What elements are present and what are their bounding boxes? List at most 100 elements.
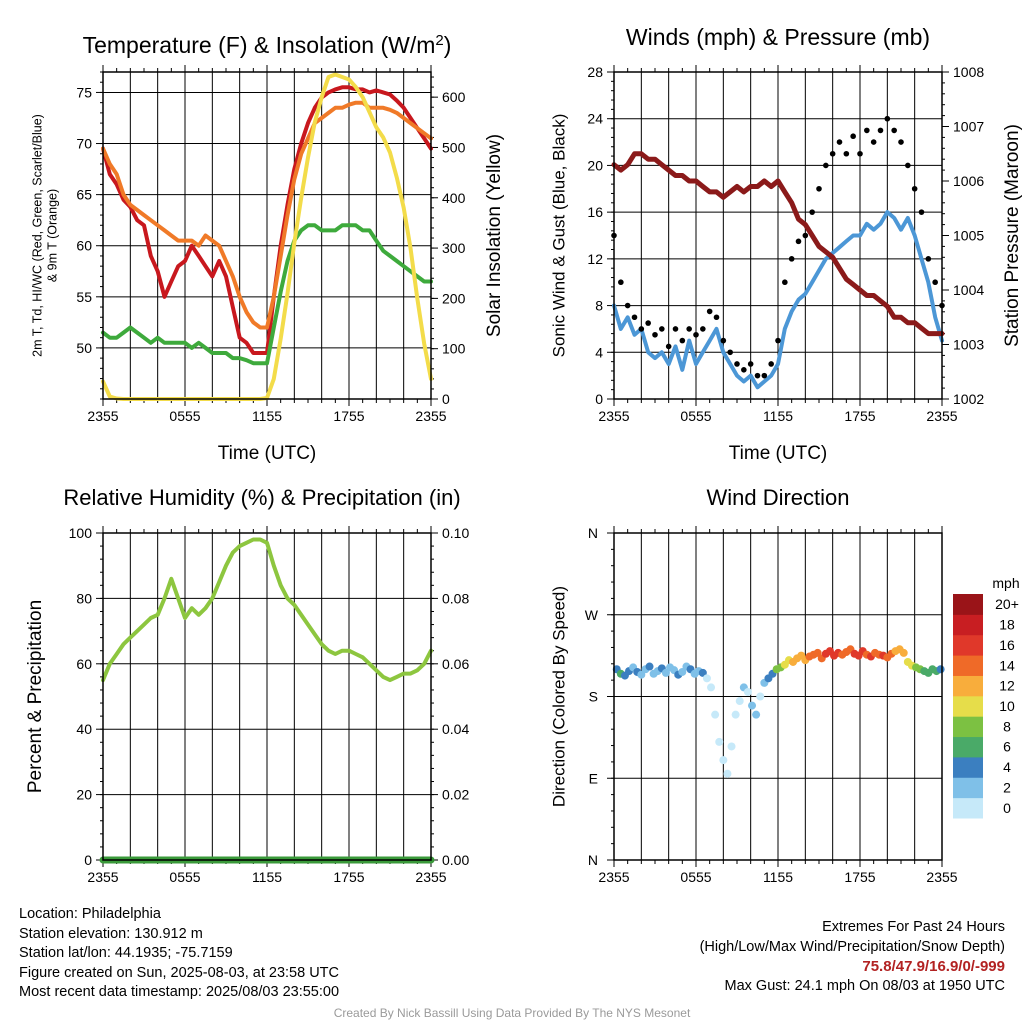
humidity-x-tick-label: 1755	[333, 869, 364, 885]
gust-point	[809, 209, 815, 215]
direction-x-tick-label: 1155	[763, 869, 793, 885]
colorbar-label: 16	[999, 637, 1015, 653]
colorbar-swatch	[953, 634, 983, 656]
gust-point	[823, 162, 829, 169]
temperature-y-tick-label: 50	[76, 340, 92, 356]
gust-point	[802, 232, 809, 239]
gust-point	[932, 279, 938, 286]
humidity-plot-frame	[102, 532, 432, 861]
extremes-values: 75.8/47.9/16.9/0/-999	[862, 958, 1005, 975]
colorbar-swatch	[953, 777, 983, 799]
direction-point	[727, 742, 736, 751]
direction-point	[813, 648, 822, 657]
humidity-y2-tick-label: 0.06	[442, 656, 469, 672]
gust-point	[734, 361, 740, 367]
gust-point	[870, 139, 877, 145]
direction-point	[715, 737, 724, 746]
colorbar-swatch	[953, 594, 983, 615]
gust-point	[864, 127, 870, 134]
gust-point	[624, 302, 631, 309]
gust-point	[898, 139, 904, 145]
winds-y-tick-label: 24	[587, 111, 603, 127]
temperature-ylabel-left-line1: 2m T, Td, HI/WC (Red, Green, Scarlet/Blu…	[30, 114, 44, 357]
colorbar-label: 8	[1003, 718, 1011, 734]
temperature-x-tick-label: 2355	[87, 408, 118, 424]
colorbar-swatch	[953, 716, 983, 738]
direction-point	[936, 665, 945, 674]
gust-point	[618, 279, 624, 286]
gust-point	[713, 314, 720, 321]
gust-point	[795, 238, 802, 245]
gust-point	[747, 361, 754, 367]
colorbar-swatch	[953, 756, 983, 778]
direction-title: Wind Direction	[706, 485, 849, 510]
colorbar-label: 2	[1003, 779, 1011, 795]
temperature-y2-tick-label: 400	[442, 190, 466, 206]
direction-point	[899, 648, 908, 657]
humidity-x-tick-label: 0555	[169, 869, 200, 885]
direction-point	[735, 697, 744, 706]
gust-point	[884, 115, 891, 122]
colorbar-label: 18	[999, 617, 1015, 633]
gust-point	[782, 279, 788, 286]
temperature-x-tick-label: 1755	[333, 408, 364, 424]
direction-point	[707, 683, 716, 692]
winds-x-tick-label: 0555	[680, 408, 711, 424]
winds-plot-frame	[613, 71, 943, 400]
gust-point	[686, 326, 692, 332]
gust-point	[659, 326, 665, 332]
humidity-x-tick-label: 1155	[252, 869, 282, 885]
figure-created: Figure created on Sun, 2025-08-03, at 23…	[19, 964, 339, 981]
colorbar-swatch	[953, 675, 983, 697]
winds-series-line-0	[612, 210, 944, 390]
winds-y-tick-label: 4	[595, 344, 603, 360]
direction-point	[637, 670, 646, 679]
temperature-title: Temperature (F) & Insolation (W/m2)	[83, 32, 452, 59]
gust-point	[911, 185, 918, 192]
humidity-x-tick-label: 2355	[415, 869, 446, 885]
temperature-series-line-1	[101, 100, 433, 330]
recent-data-timestamp: Most recent data timestamp: 2025/08/03 2…	[19, 984, 340, 1000]
gust-point	[918, 209, 925, 215]
direction-y-tick-label: W	[585, 607, 599, 623]
gust-point	[754, 372, 761, 379]
temperature-y2-tick-label: 500	[442, 139, 466, 155]
gust-point	[816, 185, 822, 192]
humidity-y2-tick-label: 0.08	[442, 590, 469, 606]
winds-y2-tick-label: 1006	[953, 173, 984, 189]
winds-xlabel: Time (UTC)	[729, 443, 828, 464]
humidity-y-tick-label: 20	[76, 787, 92, 803]
direction-point	[723, 769, 732, 778]
gust-point	[836, 139, 843, 145]
humidity-title: Relative Humidity (%) & Precipitation (i…	[63, 485, 460, 510]
gust-point	[672, 326, 679, 332]
gust-point	[877, 127, 884, 134]
humidity-y2-tick-label: 0.02	[442, 787, 469, 803]
temperature-xlabel: Time (UTC)	[218, 443, 317, 464]
gust-point	[768, 361, 774, 367]
temperature-y2-tick-label: 600	[442, 89, 466, 105]
direction-y-tick-label: N	[588, 852, 598, 868]
gust-point	[857, 150, 863, 157]
winds-y-tick-label: 28	[587, 64, 603, 80]
humidity-y2-tick-label: 0.10	[442, 525, 469, 541]
winds-y-tick-label: 12	[587, 251, 603, 267]
direction-x-tick-label: 1755	[844, 869, 875, 885]
max-gust: Max Gust: 24.1 mph On 08/03 at 1950 UTC	[724, 977, 1005, 994]
temperature-ylabel-right: Solar Insolation (Yellow)	[484, 134, 505, 337]
temperature-y2-tick-label: 200	[442, 290, 466, 306]
gust-point	[829, 150, 836, 157]
temperature-plot-frame	[102, 71, 432, 400]
station-info: Location: Philadelphia Station elevation…	[19, 905, 339, 1003]
gust-point	[788, 256, 795, 262]
extremes-title: Extremes For Past 24 Hours	[822, 919, 1005, 935]
direction-point	[731, 710, 740, 719]
temperature-y2-tick-label: 0	[442, 391, 450, 407]
gust-point	[665, 343, 672, 350]
humidity-x-tick-label: 2355	[87, 869, 118, 885]
direction-point	[698, 668, 707, 677]
extremes-info: Extremes For Past 24 Hours (High/Low/Max…	[700, 918, 1005, 996]
colorbar-label: 6	[1003, 739, 1011, 755]
direction-point	[678, 667, 687, 676]
